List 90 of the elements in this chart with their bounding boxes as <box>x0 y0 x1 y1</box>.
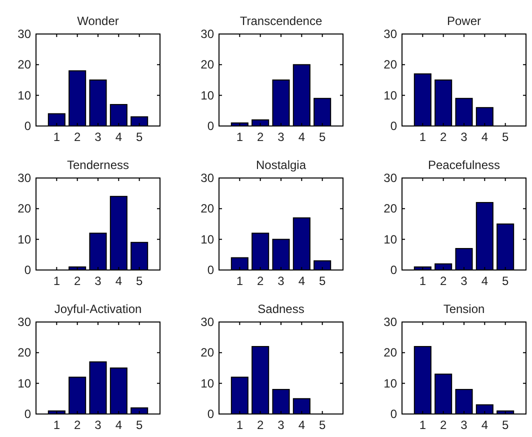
y-tick-label: 10 <box>384 232 398 246</box>
x-tick-label: 1 <box>419 130 426 144</box>
x-tick-label: 5 <box>502 274 509 288</box>
x-tick-label: 1 <box>236 274 244 288</box>
x-tick-label: 5 <box>318 274 326 288</box>
y-tick-label: 0 <box>24 263 32 277</box>
x-tick-label: 1 <box>419 274 426 288</box>
y-tick-label: 10 <box>200 88 214 102</box>
x-tick-label: 2 <box>256 418 264 432</box>
y-tick-label: 20 <box>18 202 32 216</box>
x-tick-label: 1 <box>236 130 244 144</box>
chart-title: Nostalgia <box>256 158 306 172</box>
y-tick-label: 30 <box>18 315 32 329</box>
y-tick-label: 10 <box>200 232 214 246</box>
y-tick-label: 10 <box>18 88 32 102</box>
x-tick-label: 3 <box>94 418 102 432</box>
x-tick-label: 1 <box>53 130 60 144</box>
y-tick-label: 20 <box>200 202 214 216</box>
chart-title: Wonder <box>77 14 119 28</box>
x-tick-label: 3 <box>94 274 102 288</box>
chart-title: Transcendence <box>240 14 322 28</box>
x-tick-label: 5 <box>502 418 509 432</box>
x-tick-label: 2 <box>440 130 447 144</box>
x-tick-label: 3 <box>94 130 102 144</box>
x-tick-label: 3 <box>278 418 285 432</box>
y-tick-label: 0 <box>390 119 398 133</box>
x-tick-label: 3 <box>460 418 468 432</box>
y-tick-label: 20 <box>384 346 398 360</box>
y-tick-label: 20 <box>200 346 214 360</box>
x-tick-label: 2 <box>74 418 81 432</box>
y-tick-label: 0 <box>24 119 32 133</box>
y-tick-label: 0 <box>390 407 398 421</box>
y-tick-label: 20 <box>18 58 32 72</box>
y-tick-label: 10 <box>384 376 398 390</box>
x-tick-label: 4 <box>298 418 306 432</box>
x-tick-label: 3 <box>460 130 468 144</box>
x-tick-label: 4 <box>298 130 306 144</box>
y-tick-label: 20 <box>384 58 398 72</box>
x-tick-label: 2 <box>74 130 81 144</box>
x-tick-label: 1 <box>236 418 244 432</box>
y-tick-label: 10 <box>384 88 398 102</box>
x-tick-label: 2 <box>440 418 447 432</box>
x-tick-label: 1 <box>53 274 60 288</box>
x-tick-label: 2 <box>74 274 81 288</box>
x-tick-label: 4 <box>481 274 488 288</box>
y-tick-label: 10 <box>200 376 214 390</box>
x-tick-label: 5 <box>318 418 326 432</box>
y-tick-label: 30 <box>384 27 398 41</box>
x-tick-label: 3 <box>278 274 285 288</box>
y-tick-label: 30 <box>384 171 398 185</box>
chart-title: Tension <box>443 302 485 316</box>
x-tick-label: 5 <box>136 418 143 432</box>
y-tick-label: 0 <box>207 119 214 133</box>
x-tick-label: 2 <box>256 274 264 288</box>
y-tick-label: 0 <box>390 263 398 277</box>
y-tick-label: 0 <box>207 263 214 277</box>
y-tick-label: 30 <box>200 315 214 329</box>
y-tick-label: 0 <box>24 407 32 421</box>
x-tick-label: 4 <box>115 418 122 432</box>
x-tick-label: 4 <box>481 418 488 432</box>
y-tick-label: 30 <box>18 27 32 41</box>
x-tick-label: 3 <box>278 130 285 144</box>
y-tick-label: 20 <box>384 202 398 216</box>
x-tick-label: 4 <box>115 274 122 288</box>
x-tick-label: 1 <box>53 418 60 432</box>
y-tick-label: 30 <box>384 315 398 329</box>
x-tick-label: 5 <box>318 130 326 144</box>
y-tick-label: 0 <box>207 407 214 421</box>
chart-title: Tenderness <box>66 158 130 172</box>
x-tick-label: 5 <box>136 274 143 288</box>
x-tick-label: 4 <box>298 274 306 288</box>
x-tick-label: 5 <box>136 130 143 144</box>
y-tick-label: 10 <box>18 376 32 390</box>
chart-title: Peacefulness <box>428 158 500 172</box>
chart-title: Power <box>446 14 482 28</box>
y-tick-label: 20 <box>18 346 32 360</box>
chart-title: Sadness <box>258 302 304 316</box>
x-tick-label: 5 <box>502 130 509 144</box>
x-tick-label: 4 <box>115 130 122 144</box>
chart-title: Joyful-Activation <box>54 302 142 316</box>
x-tick-label: 1 <box>419 418 426 432</box>
y-tick-label: 30 <box>200 171 214 185</box>
x-tick-label: 2 <box>440 274 447 288</box>
x-tick-label: 3 <box>460 274 468 288</box>
y-tick-label: 20 <box>200 58 214 72</box>
y-tick-label: 10 <box>18 232 32 246</box>
x-tick-label: 2 <box>256 130 264 144</box>
y-tick-label: 30 <box>18 171 32 185</box>
y-tick-label: 30 <box>200 27 214 41</box>
x-tick-label: 4 <box>481 130 488 144</box>
